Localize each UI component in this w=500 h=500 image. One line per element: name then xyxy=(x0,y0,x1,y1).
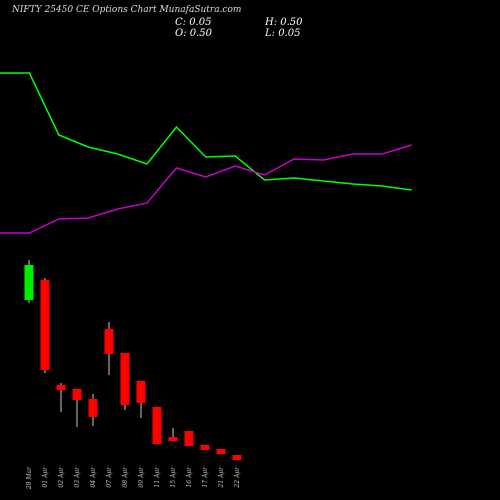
candle-body xyxy=(88,399,98,417)
x-tick-label: 16 Apr xyxy=(186,466,193,488)
x-tick-label: 11 Apr xyxy=(154,466,161,488)
candle-body xyxy=(216,449,226,454)
x-tick-label: 28 Mar xyxy=(26,466,33,490)
x-tick-label: 08 Apr xyxy=(122,466,129,488)
x-tick-label: 21 Apr xyxy=(218,466,225,489)
x-tick-label: 03 Apr xyxy=(74,466,81,488)
x-tick-label: 01 Apr xyxy=(42,466,49,488)
x-tick-label: 17 Apr xyxy=(202,466,209,488)
close-label: C: 0.05 xyxy=(175,17,211,28)
candle-body xyxy=(72,389,82,400)
chart-title: NIFTY 25450 CE Options Chart MunafaSutra… xyxy=(11,5,241,15)
candle-body xyxy=(184,431,194,446)
candle-body xyxy=(232,455,242,460)
candle-body xyxy=(56,385,66,390)
x-tick-label: 04 Apr xyxy=(90,466,97,488)
candle-body xyxy=(200,445,210,450)
candle-body xyxy=(24,265,34,300)
candle-body xyxy=(120,353,130,405)
x-tick-label: 02 Apr xyxy=(58,466,65,488)
x-tick-label: 15 Apr xyxy=(170,466,177,488)
x-tick-label: 09 Apr xyxy=(138,466,145,488)
x-tick-label: 22 Apr xyxy=(234,466,241,489)
candle-body xyxy=(152,407,162,444)
open-label: O: 0.50 xyxy=(175,28,213,39)
candle-body xyxy=(40,280,50,370)
line-series xyxy=(0,144,412,234)
candle-body xyxy=(104,329,114,354)
low-label: L: 0.05 xyxy=(264,28,300,39)
candle-body xyxy=(136,381,146,403)
line-series xyxy=(0,72,412,191)
high-label: H: 0.50 xyxy=(264,17,303,28)
candle-body xyxy=(168,437,178,441)
x-tick-label: 07 Apr xyxy=(106,466,113,488)
